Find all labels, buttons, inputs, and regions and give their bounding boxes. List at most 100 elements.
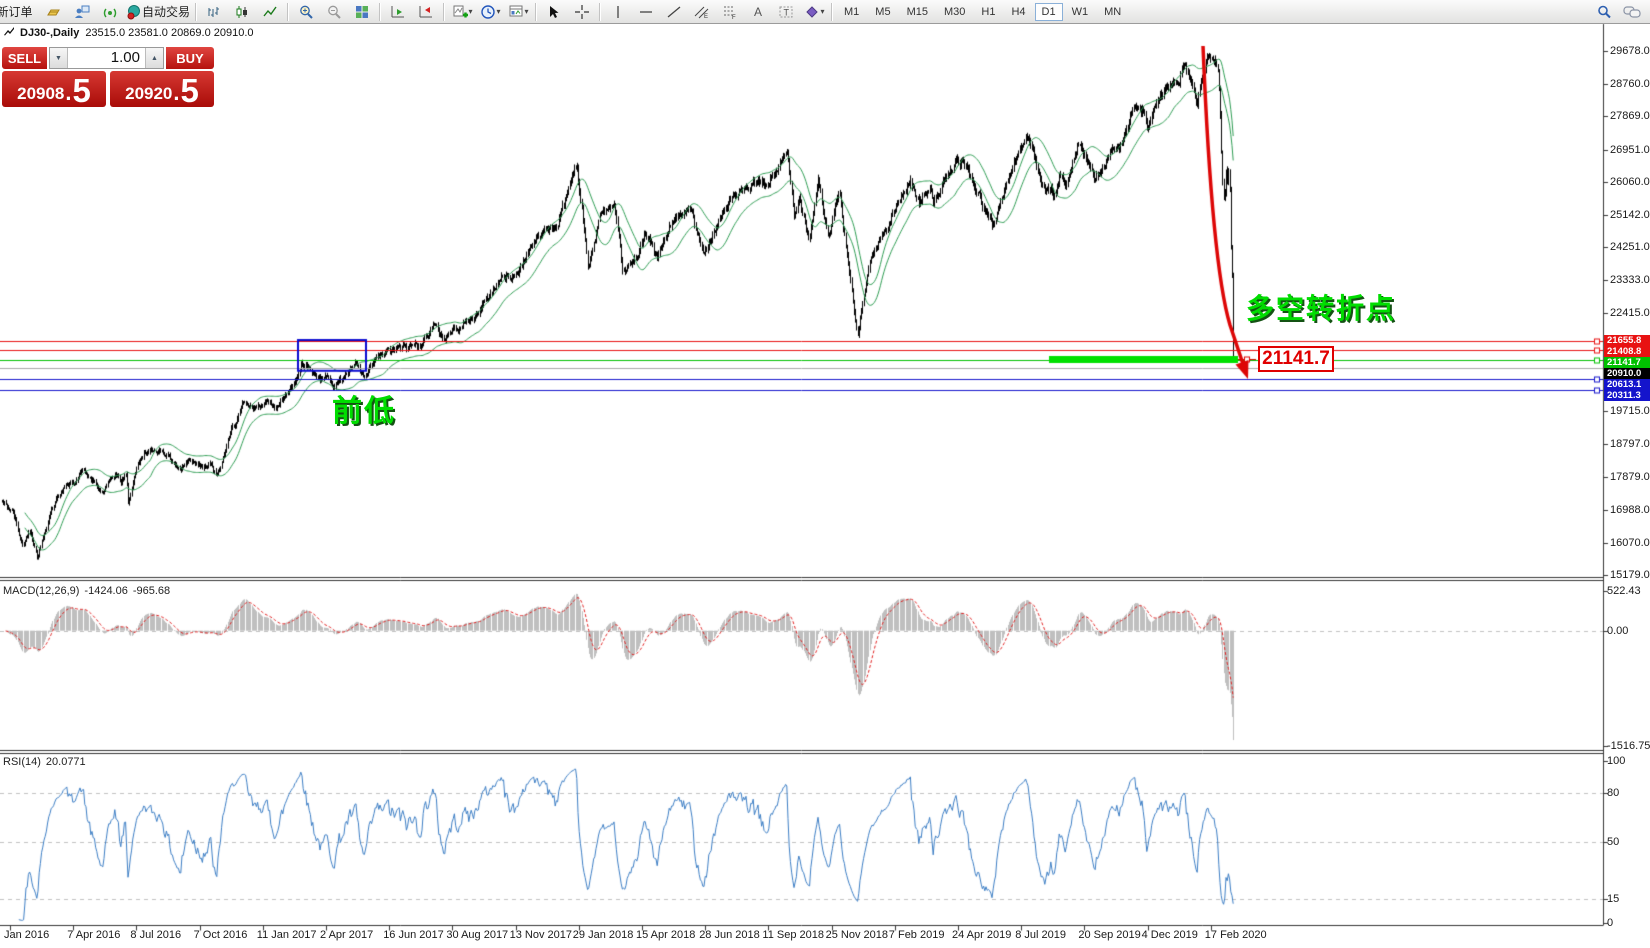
- timeframe-m15[interactable]: M15: [906, 5, 928, 18]
- horizontal-line-icon: [638, 4, 654, 20]
- toolbar-separator: [599, 2, 602, 21]
- market-watch-button[interactable]: [68, 2, 96, 22]
- sell-price-frac: 5: [72, 71, 91, 109]
- zoom-in-button[interactable]: [292, 2, 320, 22]
- crosshair-button[interactable]: [568, 2, 596, 22]
- price-line-tag: 20613.1: [1604, 379, 1650, 391]
- tile-windows-button[interactable]: [348, 2, 376, 22]
- timeframe-m1[interactable]: M1: [844, 5, 860, 18]
- arrows-button[interactable]: ▾: [800, 2, 828, 22]
- bar-chart-button[interactable]: [200, 2, 228, 22]
- price-axis-tick: 15179.0: [1610, 568, 1650, 581]
- text-icon: A: [750, 4, 766, 20]
- timeframe-w1[interactable]: W1: [1071, 5, 1089, 18]
- periods-button[interactable]: ▾: [476, 2, 504, 22]
- vertical-line-button[interactable]: [604, 2, 632, 22]
- clock-icon: [480, 4, 496, 20]
- cursor-button[interactable]: [540, 2, 568, 22]
- buy-price-panel[interactable]: 20920. 5: [110, 71, 214, 107]
- date-axis-label: 7 Oct 2016: [193, 929, 248, 941]
- timeframe-group: M1 M5 M15 M30 H1 H4 D1 W1 MN: [836, 2, 1129, 21]
- price-tag-annotation[interactable]: 21141.7: [1258, 346, 1334, 372]
- indicators-button[interactable]: ▾: [448, 2, 476, 22]
- channel-button[interactable]: E: [688, 2, 716, 22]
- signals-button[interactable]: [96, 2, 124, 22]
- volume-decrease-button[interactable]: ▼: [50, 48, 68, 68]
- date-axis-label: 30 Aug 2017: [446, 929, 509, 941]
- svg-text:F: F: [732, 15, 736, 20]
- chevron-down-icon: ▾: [524, 7, 529, 16]
- candlestick-chart-button[interactable]: [228, 2, 256, 22]
- price-axis-tick: 16070.0: [1610, 536, 1650, 549]
- history-center-button[interactable]: [40, 2, 68, 22]
- timeframe-d1[interactable]: D1: [1034, 2, 1063, 21]
- date-axis-label: 15 Apr 2018: [636, 929, 696, 941]
- timeframe-h4[interactable]: H4: [1011, 5, 1026, 18]
- price-line-tag: 20311.3: [1604, 390, 1650, 402]
- sell-button[interactable]: SELL: [2, 47, 47, 69]
- new-order-label: 新订单: [0, 5, 33, 19]
- text-label-button[interactable]: T: [772, 2, 800, 22]
- toolbar-separator: [379, 2, 382, 21]
- volume-value[interactable]: 1.00: [110, 49, 140, 66]
- templates-button[interactable]: ▾: [504, 2, 532, 22]
- chart-icon: [4, 27, 14, 39]
- macd-axis-tick: 0.00: [1607, 624, 1629, 637]
- toolbar-separator: [287, 2, 290, 21]
- new-order-button[interactable]: 新订单: [0, 2, 40, 22]
- auto-scroll-button[interactable]: [384, 2, 412, 22]
- turning-point-annotation[interactable]: 多空转折点: [1246, 293, 1397, 324]
- search-icon: [1596, 4, 1612, 20]
- text-button[interactable]: A: [744, 2, 772, 22]
- cursor-icon: [546, 4, 562, 20]
- vertical-line-icon: [610, 4, 626, 20]
- timeframe-h1[interactable]: H1: [981, 5, 996, 18]
- zoom-out-button[interactable]: [320, 2, 348, 22]
- date-axis-label: Jan 2016: [4, 929, 50, 941]
- buy-button[interactable]: BUY: [166, 47, 214, 69]
- date-axis-label: 29 Jan 2018: [572, 929, 634, 941]
- price-axis-tick: 17879.0: [1610, 471, 1650, 484]
- chevron-down-icon: ▾: [468, 7, 473, 16]
- auto-scroll-icon: [390, 4, 406, 20]
- main-toolbar: 新订单 自动交易 ▾ ▾: [0, 0, 1650, 24]
- date-axis-label: 8 Jul 2016: [130, 929, 182, 941]
- trendline-button[interactable]: [660, 2, 688, 22]
- svg-text:E: E: [704, 14, 708, 20]
- search-button[interactable]: [1590, 2, 1618, 22]
- chart-shift-button[interactable]: [412, 2, 440, 22]
- price-axis-tick: 27869.0: [1610, 110, 1650, 123]
- timeframe-mn[interactable]: MN: [1104, 5, 1122, 18]
- chart-ohlc-values: 23515.0 23581.0 20869.0 20910.0: [85, 27, 254, 39]
- horizontal-line-button[interactable]: [632, 2, 660, 22]
- rsi-axis-tick: 100: [1607, 755, 1626, 767]
- rsi-axis-tick: 0: [1607, 917, 1614, 929]
- fibonacci-button[interactable]: F: [716, 2, 744, 22]
- timeframe-m30[interactable]: M30: [943, 5, 966, 18]
- date-axis-label: 11 Sep 2018: [762, 929, 824, 941]
- date-axis-label: 17 Feb 2020: [1204, 929, 1267, 941]
- timeframe-m5[interactable]: M5: [875, 5, 891, 18]
- chart-symbol-label: DJ30-,Daily: [20, 27, 80, 39]
- price-axis-tick: 24251.0: [1610, 241, 1650, 254]
- sell-price-panel[interactable]: 20908. 5: [2, 71, 106, 107]
- sell-price-int: 20908: [17, 84, 65, 103]
- date-axis-label: 24 Apr 2019: [952, 929, 1012, 941]
- price-axis-tick: 26060.0: [1610, 175, 1650, 188]
- autotrade-button[interactable]: 自动交易: [124, 2, 192, 22]
- signal-icon: [102, 4, 118, 20]
- bar-chart-icon: [206, 4, 222, 20]
- zoom-in-icon: [298, 4, 314, 20]
- price-line-tag: 21408.8: [1604, 346, 1650, 358]
- date-axis-label: 11 Jan 2017: [256, 929, 317, 941]
- person-chart-icon: [74, 4, 90, 20]
- line-chart-button[interactable]: [256, 2, 284, 22]
- previous-low-annotation[interactable]: 前低: [332, 395, 396, 428]
- toolbar-separator: [443, 2, 446, 21]
- chat-button[interactable]: [1618, 2, 1646, 22]
- line-chart-icon: [262, 4, 278, 20]
- date-axis-label: 4 Dec 2019: [1141, 929, 1198, 941]
- volume-increase-button[interactable]: ▲: [145, 48, 163, 68]
- autotrade-label: 自动交易: [142, 5, 191, 19]
